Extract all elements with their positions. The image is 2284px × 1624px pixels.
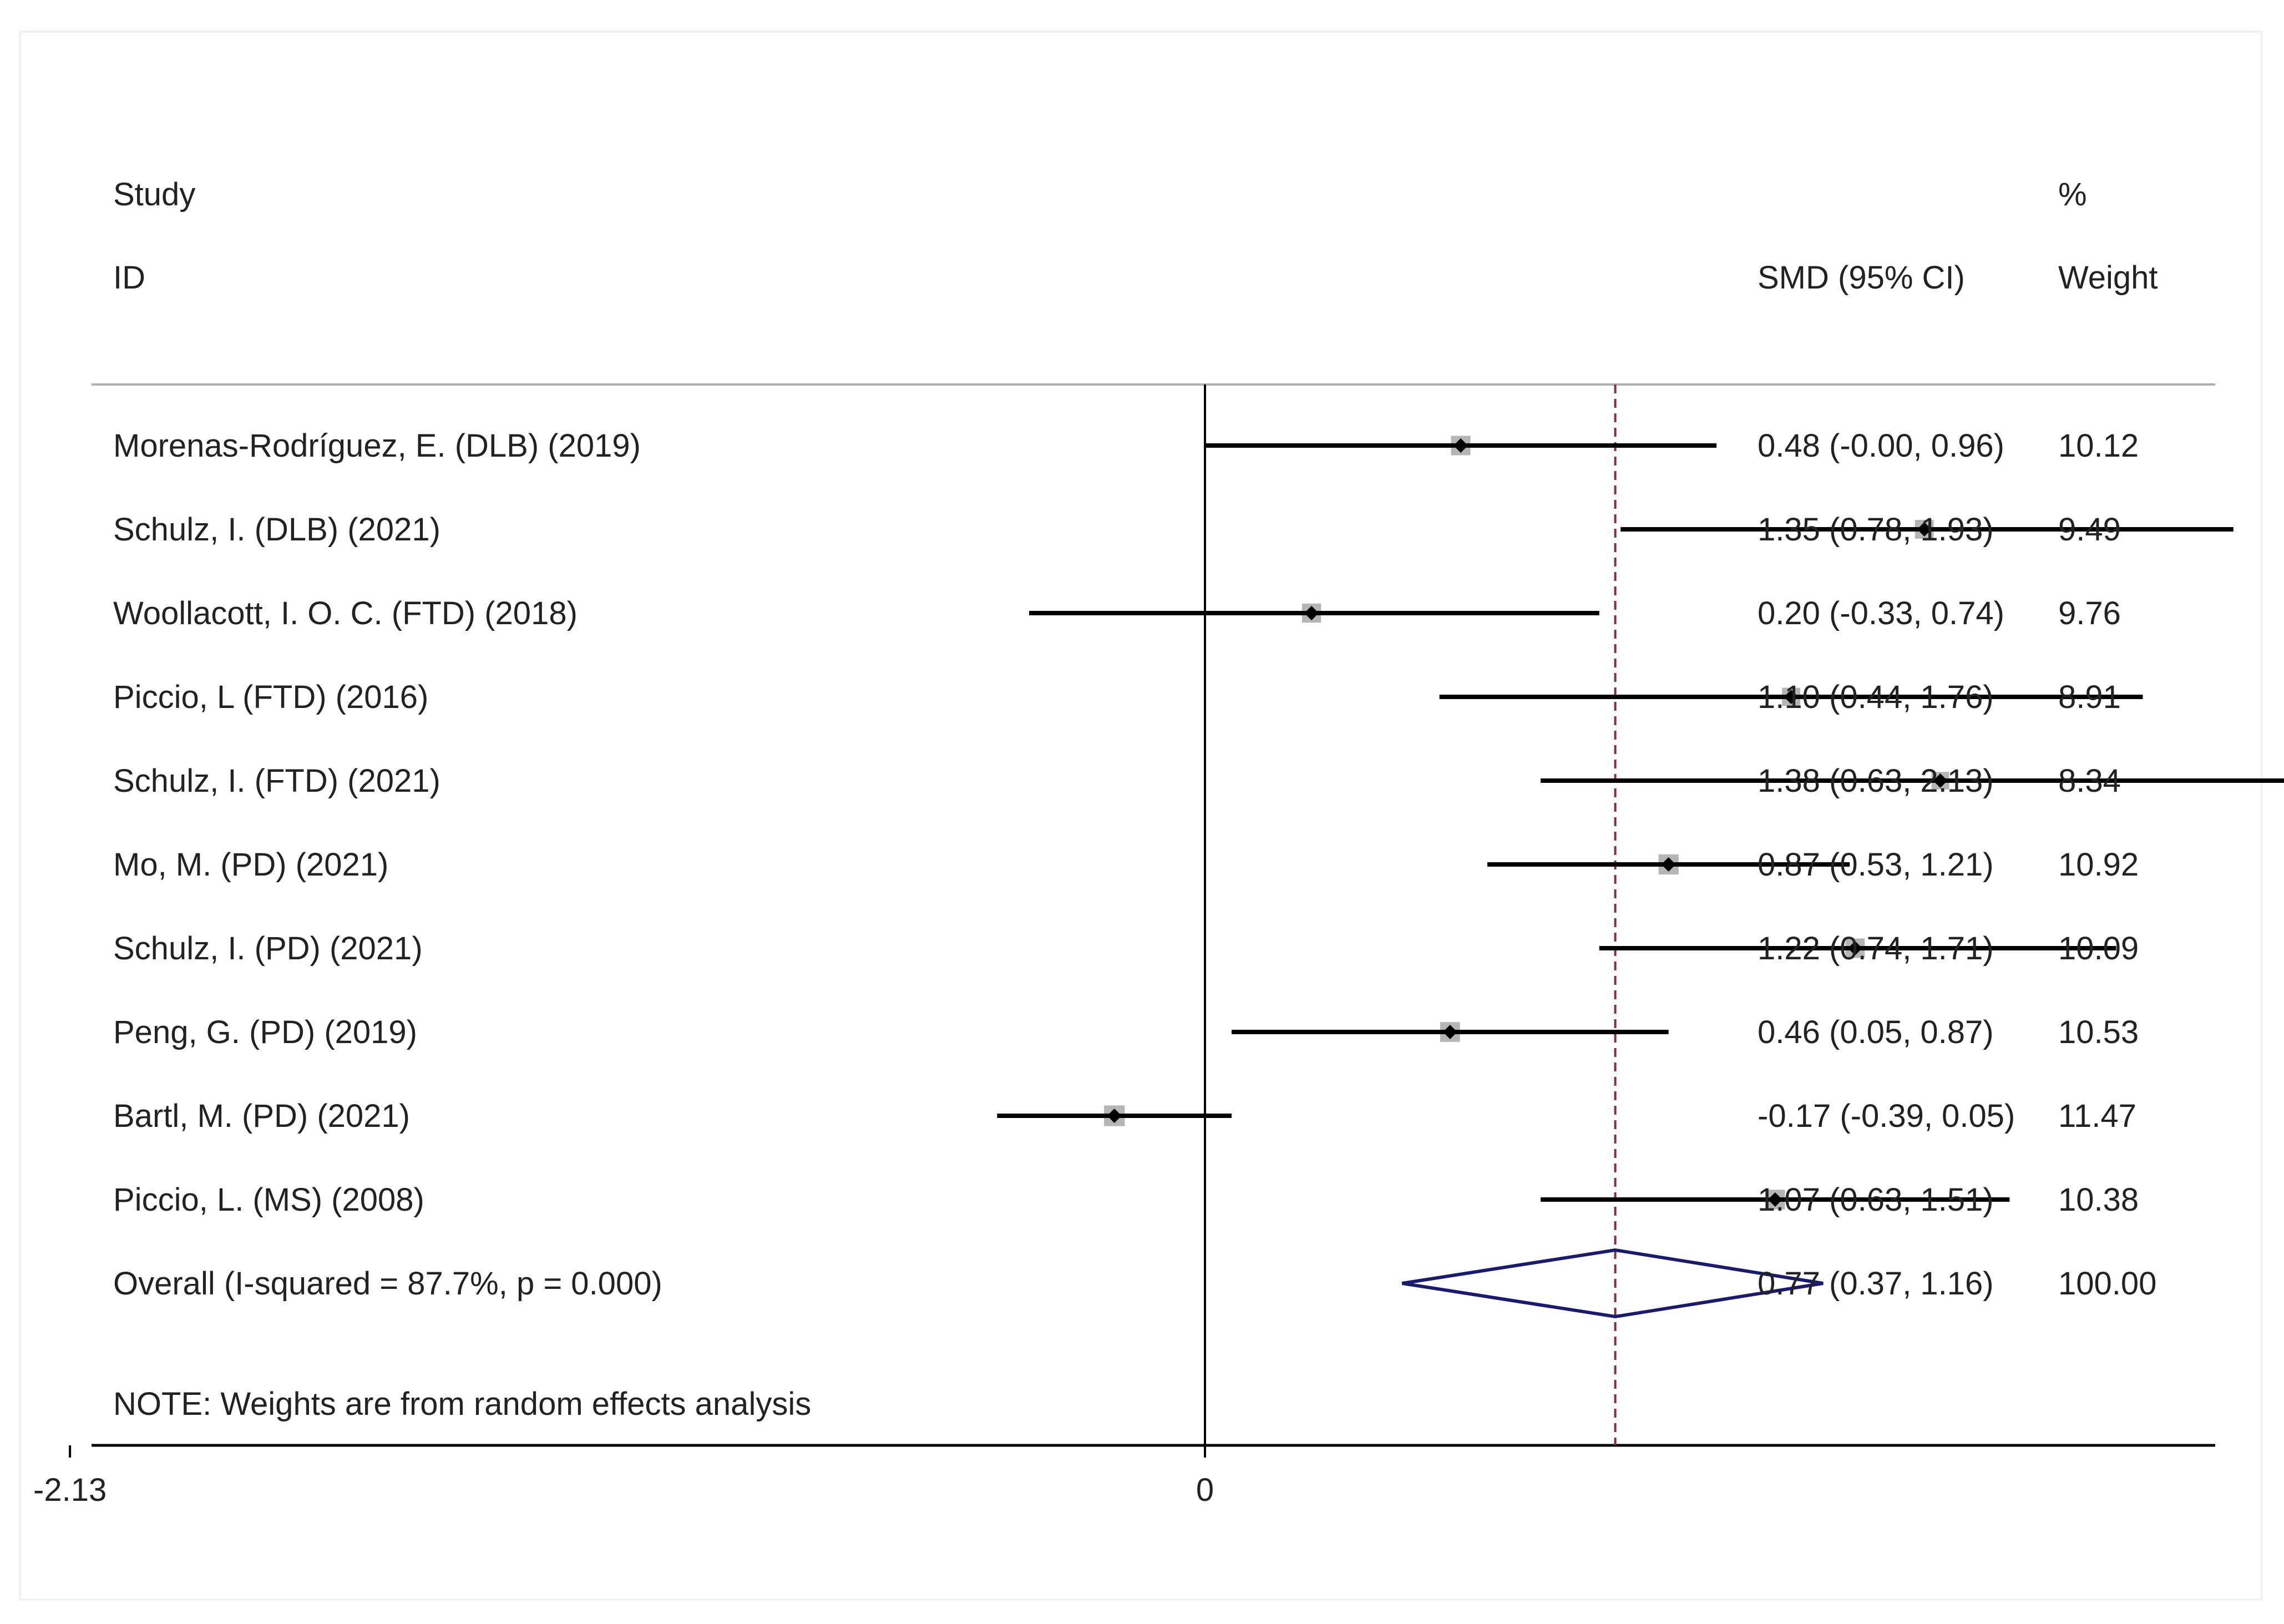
study-ci-text: 1.38 (0.63, 2.13) (1758, 763, 1994, 799)
study-weight-text: 10.09 (2058, 930, 2139, 967)
study-ci-text: 1.07 (0.63, 1.51) (1758, 1182, 1994, 1218)
study-weight-text: 10.38 (2058, 1182, 2139, 1218)
plot-frame (19, 31, 2263, 1601)
overall-diamond (1401, 1248, 1824, 1319)
point-estimate-marker (1661, 857, 1676, 872)
study-weight-text: 10.12 (2058, 428, 2139, 464)
overall-ci-text: 0.77 (0.37, 1.16) (1758, 1266, 1994, 1302)
study-ci-text: 0.87 (0.53, 1.21) (1758, 847, 1994, 883)
study-weight-text: 10.53 (2058, 1014, 2139, 1050)
point-estimate-marker (1442, 1025, 1457, 1039)
study-weight-text: 10.92 (2058, 847, 2139, 883)
study-ci-text: 1.22 (0.74, 1.71) (1758, 930, 1994, 967)
study-label: Piccio, L. (MS) (2008) (113, 1182, 424, 1218)
point-estimate-marker (1784, 690, 1799, 704)
overall-label: Overall (I-squared = 87.7%, p = 0.000) (113, 1266, 662, 1302)
study-label: Bartl, M. (PD) (2021) (113, 1098, 410, 1134)
study-weight-text: 11.47 (2058, 1098, 2136, 1134)
point-estimate-marker (1847, 941, 1862, 955)
point-estimate-marker (1917, 522, 1932, 537)
study-ci-text: 0.20 (-0.33, 0.74) (1758, 595, 2004, 631)
header-id: ID (113, 260, 145, 296)
x-tick-label: 0 (1196, 1472, 1214, 1508)
study-label: Schulz, I. (FTD) (2021) (113, 763, 440, 799)
note-text: NOTE: Weights are from random effects an… (113, 1386, 811, 1422)
study-ci-text: 0.48 (-0.00, 0.96) (1758, 428, 2004, 464)
study-ci-text: 0.46 (0.05, 0.87) (1758, 1014, 1994, 1050)
study-weight-text: 9.76 (2058, 595, 2121, 631)
study-label: Peng, G. (PD) (2019) (113, 1014, 417, 1050)
study-ci-text: -0.17 (-0.39, 0.05) (1758, 1098, 2015, 1134)
point-estimate-marker (1107, 1109, 1122, 1123)
header-weight-symbol: % (2058, 176, 2087, 213)
study-weight-text: 8.34 (2058, 763, 2121, 799)
header-effect: SMD (95% CI) (1758, 260, 1965, 296)
point-estimate-marker (1454, 438, 1468, 453)
header-weight: Weight (2058, 260, 2158, 296)
study-label: Piccio, L (FTD) (2016) (113, 679, 428, 715)
point-estimate-marker (1304, 606, 1319, 620)
study-ci-text: 1.10 (0.44, 1.76) (1758, 679, 1994, 715)
study-weight-text: 9.49 (2058, 512, 2121, 548)
x-tick-label: -2.13 (33, 1472, 107, 1508)
study-label: Woollacott, I. O. C. (FTD) (2018) (113, 595, 578, 631)
study-ci-text: 1.35 (0.78, 1.93) (1758, 512, 1994, 548)
point-estimate-marker (1768, 1192, 1782, 1207)
point-estimate-marker (1933, 773, 1948, 788)
study-label: Mo, M. (PD) (2021) (113, 847, 388, 883)
header-study: Study (113, 176, 195, 213)
study-label: Schulz, I. (PD) (2021) (113, 930, 423, 967)
study-weight-text: 8.91 (2058, 679, 2121, 715)
study-label: Schulz, I. (DLB) (2021) (113, 512, 440, 548)
overall-weight-text: 100.00 (2058, 1266, 2156, 1302)
study-label: Morenas-Rodríguez, E. (DLB) (2019) (113, 428, 641, 464)
